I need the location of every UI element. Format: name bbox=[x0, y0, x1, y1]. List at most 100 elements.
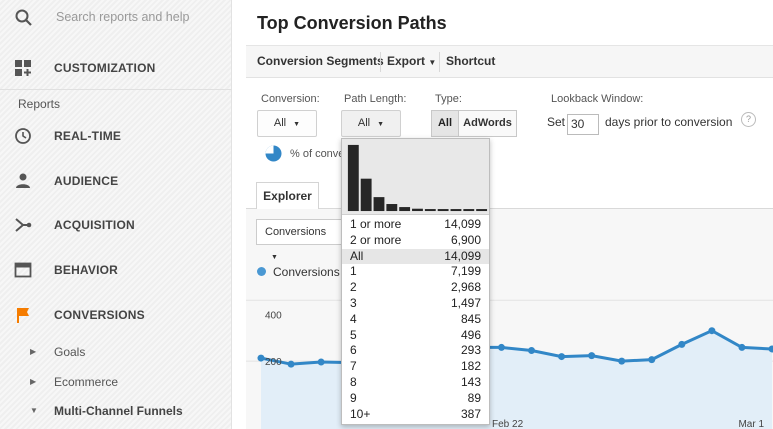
metric-select[interactable]: Conversions ▼ bbox=[256, 219, 342, 261]
option-count: 293 bbox=[460, 343, 481, 358]
path-length-option[interactable]: 7 182 bbox=[342, 359, 489, 375]
legend-marker bbox=[257, 267, 266, 276]
data-point[interactable] bbox=[287, 360, 295, 368]
expand-arrow-icon: ▶ bbox=[30, 377, 37, 386]
path-length-options: 1 or more 14,099 2 or more 6,900 All 14,099 1 7… bbox=[342, 217, 489, 422]
data-point[interactable] bbox=[317, 358, 325, 366]
sidebar-item-label: AUDIENCE bbox=[54, 174, 119, 188]
data-point[interactable] bbox=[678, 340, 686, 348]
type-all-toggle[interactable]: All bbox=[431, 110, 459, 137]
type-adwords-toggle[interactable]: AdWords bbox=[458, 110, 517, 137]
path-length-option[interactable]: 3 1,497 bbox=[342, 296, 489, 312]
divider bbox=[0, 89, 232, 90]
sidebar-item-realtime[interactable]: REAL-TIME bbox=[0, 116, 232, 156]
path-length-option[interactable]: 5 496 bbox=[342, 328, 489, 344]
conversion-segments-button[interactable]: Conversion Segments bbox=[257, 54, 384, 68]
sidebar-item-behavior[interactable]: BEHAVIOR bbox=[0, 250, 232, 290]
path-length-value: All bbox=[357, 117, 371, 129]
lookback-set-label: Set bbox=[547, 115, 566, 129]
option-count: 14,099 bbox=[444, 217, 481, 231]
option-count: 143 bbox=[460, 374, 481, 389]
acquisition-icon bbox=[15, 218, 32, 232]
search-input[interactable]: Search reports and help bbox=[56, 10, 190, 24]
path-length-option[interactable]: 2 2,968 bbox=[342, 280, 489, 296]
option-label: 10+ bbox=[350, 406, 371, 421]
sidebar-item-label: CUSTOMIZATION bbox=[54, 61, 156, 75]
x-tick-label: Mar 1 bbox=[738, 419, 764, 429]
data-point[interactable] bbox=[618, 357, 626, 365]
x-tick-label: Feb 22 bbox=[492, 419, 524, 429]
sidebar-item-label: BEHAVIOR bbox=[54, 263, 119, 277]
path-length-option[interactable]: 1 or more 14,099 bbox=[342, 217, 489, 233]
divider bbox=[246, 208, 773, 209]
path-length-option[interactable]: 9 89 bbox=[342, 391, 489, 407]
option-label: 8 bbox=[350, 374, 357, 389]
sidebar-item-label: CONVERSIONS bbox=[54, 308, 145, 322]
page-title: Top Conversion Paths bbox=[257, 13, 447, 33]
sidebar-item-customization[interactable]: CUSTOMIZATION bbox=[0, 48, 232, 88]
histogram-bar bbox=[424, 209, 436, 212]
path-length-option[interactable]: All 14,099 bbox=[342, 248, 489, 265]
search-bar[interactable]: Search reports and help bbox=[0, 0, 232, 36]
data-point[interactable] bbox=[708, 327, 716, 335]
conversion-value: All bbox=[273, 117, 287, 129]
shortcut-button[interactable]: Shortcut bbox=[446, 54, 496, 68]
data-point[interactable] bbox=[497, 343, 505, 351]
pie-chart-icon[interactable] bbox=[265, 145, 282, 162]
path-length-option[interactable]: 4 845 bbox=[342, 312, 489, 328]
path-length-dropdown[interactable]: All ▼ bbox=[341, 110, 401, 137]
chevron-down-icon: ▼ bbox=[377, 121, 385, 128]
sidebar-item-acquisition[interactable]: ACQUISITION bbox=[0, 205, 232, 245]
path-length-option[interactable]: 1 7,199 bbox=[342, 264, 489, 280]
data-point[interactable] bbox=[768, 345, 773, 353]
data-point[interactable] bbox=[558, 353, 566, 361]
path-length-option[interactable]: 6 293 bbox=[342, 343, 489, 359]
sidebar-subitem-ecommerce[interactable]: ▶ Ecommerce bbox=[0, 369, 232, 397]
expand-arrow-icon: ▶ bbox=[30, 347, 37, 356]
sidebar-item-conversions[interactable]: CONVERSIONS bbox=[0, 295, 232, 335]
help-icon[interactable]: ? bbox=[741, 112, 756, 127]
sidebar-subitem-multi-channel-funnels[interactable]: ▼ Multi-Channel Funnels bbox=[0, 398, 232, 426]
sidebar-subitem-label: Multi-Channel Funnels bbox=[54, 404, 183, 418]
histogram-bar bbox=[360, 178, 372, 212]
path-length-option[interactable]: 8 143 bbox=[342, 375, 489, 391]
histogram-bar bbox=[463, 209, 475, 212]
y-tick-label: 200 bbox=[265, 357, 282, 368]
path-length-option[interactable]: 2 or more 6,900 bbox=[342, 233, 489, 249]
data-point[interactable] bbox=[588, 352, 596, 360]
conversion-dropdown[interactable]: All ▼ bbox=[257, 110, 317, 137]
sidebar-item-label: ACQUISITION bbox=[54, 218, 135, 232]
lookback-days-input[interactable]: 30 bbox=[567, 114, 599, 135]
option-count: 14,099 bbox=[444, 248, 481, 263]
chevron-down-icon: ▼ bbox=[271, 254, 278, 261]
option-label: All bbox=[350, 248, 364, 263]
path-length-popup: 1 or more 14,099 2 or more 6,900 All 14,099 1 7… bbox=[341, 138, 490, 425]
clock-icon bbox=[15, 128, 31, 144]
histogram-bar bbox=[373, 197, 385, 212]
option-count: 6,900 bbox=[450, 232, 481, 247]
sidebar-item-label: REAL-TIME bbox=[54, 129, 122, 143]
flag-icon bbox=[17, 308, 29, 323]
chevron-down-icon: ▼ bbox=[428, 58, 437, 67]
option-label: 1 bbox=[350, 264, 357, 279]
data-point[interactable] bbox=[648, 356, 656, 364]
person-icon bbox=[16, 173, 30, 188]
sidebar-item-audience[interactable]: AUDIENCE bbox=[0, 161, 232, 201]
data-point[interactable] bbox=[528, 346, 536, 354]
data-point[interactable] bbox=[257, 354, 265, 362]
sidebar-subitem-goals[interactable]: ▶ Goals bbox=[0, 339, 232, 367]
y-tick-label: 400 bbox=[265, 310, 282, 321]
option-label: 2 bbox=[350, 280, 357, 295]
series-area bbox=[261, 330, 772, 429]
tab-explorer[interactable]: Explorer bbox=[256, 182, 319, 209]
search-icon bbox=[15, 9, 32, 26]
sidebar-subitem-label: Goals bbox=[54, 345, 86, 359]
collapse-arrow-icon: ▼ bbox=[30, 406, 38, 415]
type-label: Type: bbox=[435, 93, 462, 105]
histogram-bar bbox=[437, 209, 449, 212]
option-label: 9 bbox=[350, 390, 357, 405]
export-button[interactable]: Export ▼ bbox=[387, 54, 436, 68]
data-point[interactable] bbox=[738, 343, 746, 351]
chevron-down-icon: ▼ bbox=[293, 121, 301, 128]
path-length-option[interactable]: 10+ 387 bbox=[342, 407, 489, 423]
